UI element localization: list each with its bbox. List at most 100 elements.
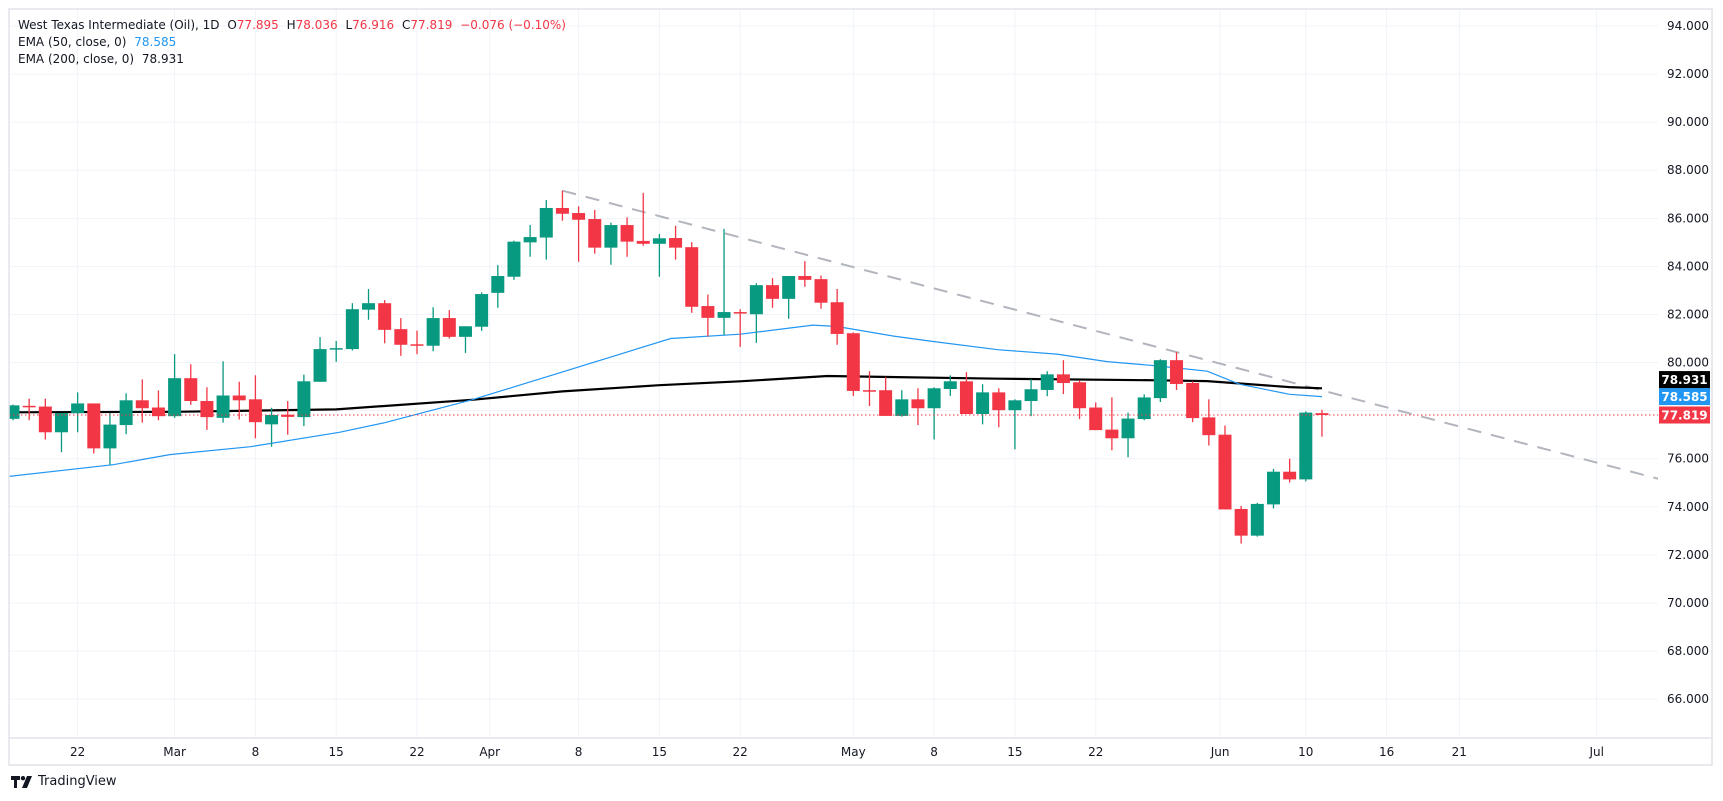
tradingview-logo-icon bbox=[11, 775, 32, 788]
candle-up bbox=[1024, 389, 1038, 402]
change-value: −0.076 (−0.10%) bbox=[460, 18, 566, 32]
candle-up bbox=[216, 395, 230, 418]
candle-up bbox=[329, 348, 343, 350]
candle-up bbox=[313, 349, 327, 382]
candle-up bbox=[362, 303, 376, 310]
candle-up bbox=[507, 241, 521, 277]
candle-up bbox=[491, 276, 505, 293]
symbol-title: West Texas Intermediate (Oil), 1D bbox=[18, 18, 220, 32]
y-tick-label: 82.000 bbox=[1667, 307, 1709, 321]
price-tag-box bbox=[1659, 406, 1710, 424]
candle-down bbox=[830, 302, 844, 334]
x-tick-label: 8 bbox=[252, 745, 260, 759]
candle-down bbox=[232, 395, 246, 401]
open-label: O bbox=[227, 18, 237, 32]
candle-up bbox=[927, 388, 941, 409]
x-tick-label: 22 bbox=[409, 745, 424, 759]
legend-symbol-row: West Texas Intermediate (Oil), 1D O77.89… bbox=[18, 17, 570, 33]
candle-up bbox=[1040, 374, 1054, 390]
candle-up bbox=[976, 392, 990, 415]
candle-up bbox=[458, 326, 472, 337]
descending-trendline bbox=[562, 189, 1658, 480]
candle-down bbox=[22, 405, 36, 408]
candle-down bbox=[184, 378, 198, 402]
candle-down bbox=[959, 381, 973, 415]
x-tick-label: 15 bbox=[652, 745, 667, 759]
candle-down bbox=[1186, 382, 1200, 419]
open-number: 77.895 bbox=[236, 18, 279, 32]
candle-up bbox=[265, 414, 279, 425]
price-tag-box bbox=[1659, 388, 1710, 406]
y-tick-label: 68.000 bbox=[1667, 644, 1709, 658]
x-tick-label: 8 bbox=[575, 745, 583, 759]
legend-ema200-row[interactable]: EMA (200, close, 0) 78.931 bbox=[18, 51, 188, 67]
candle-down bbox=[1170, 360, 1184, 384]
candle-up bbox=[9, 405, 20, 419]
candle-down bbox=[766, 285, 780, 299]
candle-up bbox=[539, 207, 553, 238]
candle-up bbox=[1250, 503, 1264, 536]
candle-up bbox=[345, 309, 359, 350]
candles bbox=[9, 190, 1329, 544]
ema50-value: 78.585 bbox=[134, 35, 177, 49]
candle-up bbox=[168, 378, 182, 417]
candle-down bbox=[248, 399, 262, 423]
candle-down bbox=[862, 390, 876, 392]
y-tick-label: 74.000 bbox=[1667, 500, 1709, 514]
y-tick-label: 76.000 bbox=[1667, 452, 1709, 466]
candle-up bbox=[1121, 418, 1135, 439]
candle-up bbox=[1299, 412, 1313, 480]
x-tick-label: 8 bbox=[930, 745, 938, 759]
candle-down bbox=[378, 303, 392, 330]
chart-border bbox=[8, 8, 1713, 766]
price-tag-label: 77.819 bbox=[1661, 408, 1707, 422]
candle-up bbox=[782, 276, 796, 299]
candle-down bbox=[87, 403, 101, 449]
price-axis[interactable]: 94.000 92.000 90.000 88.000 86.000 84.000 82.0… bbox=[1659, 19, 1710, 706]
y-tick-label: 70.000 bbox=[1667, 596, 1709, 610]
candle-down bbox=[1234, 508, 1248, 536]
x-tick-label: 22 bbox=[733, 745, 748, 759]
candle-down bbox=[798, 276, 812, 280]
price-tag-label: 78.585 bbox=[1661, 390, 1707, 404]
time-axis[interactable]: 22 Mar 8 15 22 Apr 8 15 22 May 8 15 22 Jun 10 16 21 Jul bbox=[70, 745, 1604, 759]
y-tick-label: 84.000 bbox=[1667, 259, 1709, 273]
candle-down bbox=[394, 329, 408, 345]
x-tick-label: Mar bbox=[163, 745, 186, 759]
ema200-line bbox=[9, 374, 1323, 414]
ema-lines bbox=[9, 324, 1323, 478]
y-tick-label: 90.000 bbox=[1667, 115, 1709, 129]
candle-up bbox=[119, 400, 133, 426]
candle-down bbox=[701, 306, 715, 318]
candle-up bbox=[717, 312, 731, 318]
candle-down bbox=[1218, 434, 1232, 510]
logo-text: TradingView bbox=[38, 774, 117, 789]
low-number: 76.916 bbox=[352, 18, 395, 32]
x-tick-label: 16 bbox=[1379, 745, 1394, 759]
y-tick-label: 72.000 bbox=[1667, 548, 1709, 562]
tradingview-logo[interactable]: TradingView bbox=[11, 774, 117, 789]
x-tick-label: Apr bbox=[479, 745, 500, 759]
candle-up bbox=[652, 238, 666, 244]
candle-down bbox=[1105, 429, 1119, 439]
x-tick-label: May bbox=[841, 745, 866, 759]
candle-up bbox=[523, 237, 537, 243]
x-tick-label: 15 bbox=[329, 745, 344, 759]
candle-up bbox=[475, 294, 489, 327]
candle-down bbox=[200, 401, 214, 418]
candle-up bbox=[103, 424, 117, 449]
candle-down bbox=[669, 238, 683, 248]
candle-down bbox=[685, 247, 699, 307]
candle-down bbox=[410, 344, 424, 346]
y-tick-label: 88.000 bbox=[1667, 163, 1709, 177]
high-number: 78.036 bbox=[295, 18, 338, 32]
legend-ema50-row[interactable]: EMA (50, close, 0) 78.585 bbox=[18, 34, 180, 50]
candle-up bbox=[1153, 360, 1167, 399]
candle-down bbox=[636, 240, 650, 244]
candle-up bbox=[71, 403, 85, 414]
candle-down bbox=[1056, 374, 1070, 383]
candle-down bbox=[38, 406, 52, 433]
candle-down bbox=[135, 400, 149, 409]
candle-down bbox=[588, 219, 602, 248]
